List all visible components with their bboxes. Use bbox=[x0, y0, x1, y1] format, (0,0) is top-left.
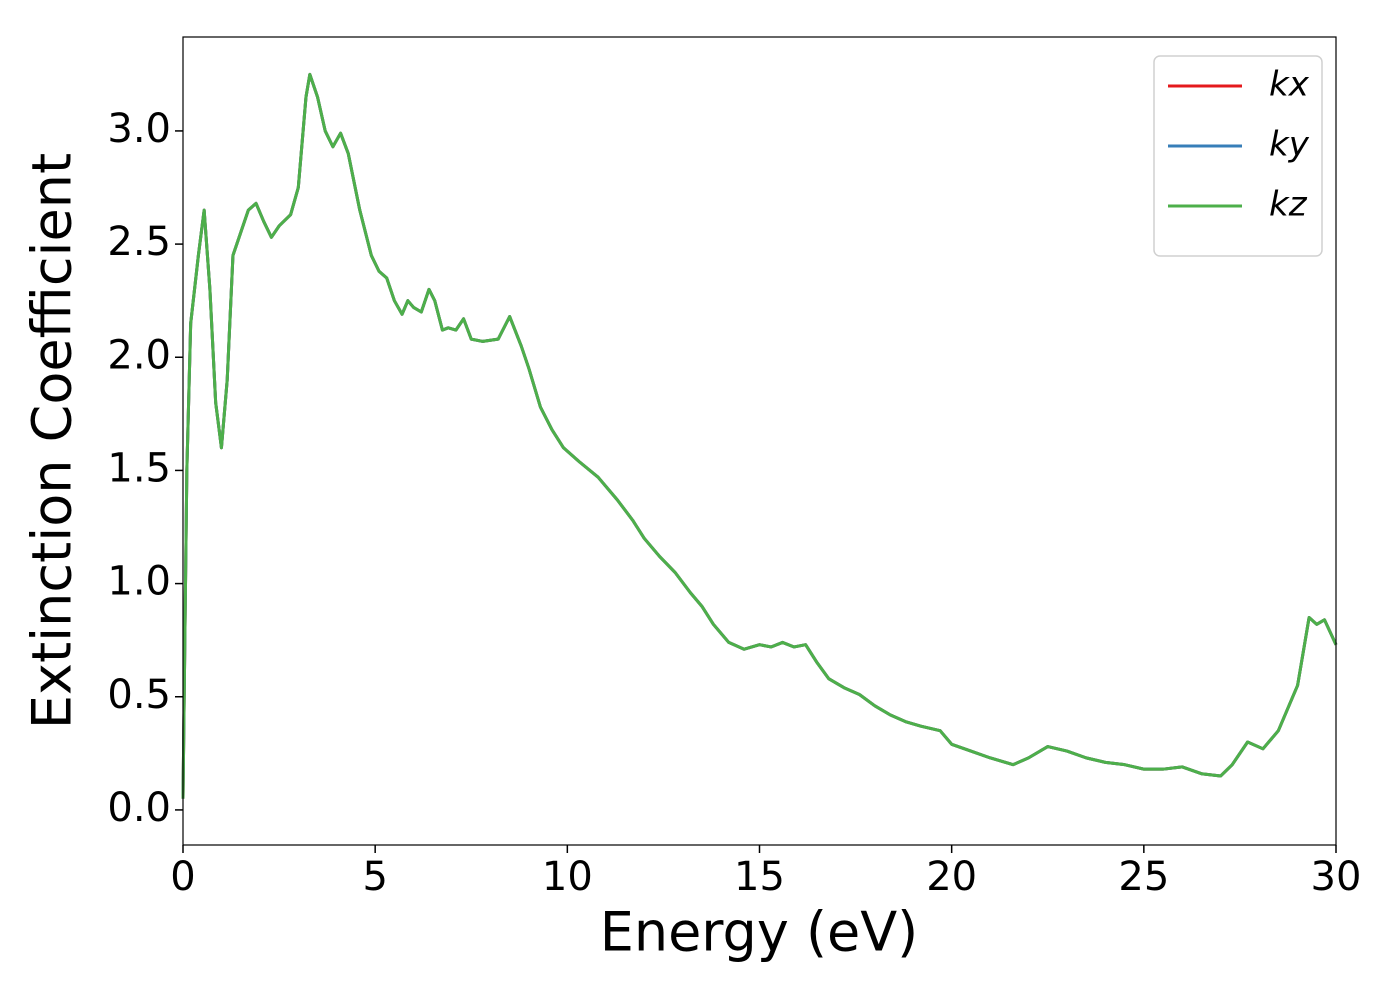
legend-label: kx bbox=[1269, 65, 1310, 105]
x-tick-label: 5 bbox=[362, 854, 387, 900]
legend-label: ky bbox=[1269, 125, 1310, 165]
x-tick-label: 25 bbox=[1118, 854, 1169, 900]
y-tick-label: 0.5 bbox=[107, 672, 171, 718]
line-series bbox=[181, 72, 1338, 799]
y-tick-label: 2.0 bbox=[107, 332, 171, 378]
y-tick-label: 0.0 bbox=[107, 785, 171, 831]
x-axis-label: Energy (eV) bbox=[600, 901, 919, 964]
x-tick-label: 30 bbox=[1311, 854, 1362, 900]
y-axis-label: Extinction Coefficient bbox=[21, 153, 84, 729]
x-tick-label: 0 bbox=[170, 854, 195, 900]
y-tick-label: 1.5 bbox=[107, 445, 171, 491]
y-tick-label: 3.0 bbox=[107, 106, 171, 152]
x-tick-label: 20 bbox=[926, 854, 977, 900]
x-tick-label: 10 bbox=[542, 854, 593, 900]
plot-frame bbox=[182, 36, 1337, 846]
y-tick-label: 2.5 bbox=[107, 219, 171, 265]
legend-label: kz bbox=[1269, 185, 1308, 225]
x-tick-label: 15 bbox=[734, 854, 785, 900]
y-tick-label: 1.0 bbox=[107, 559, 171, 605]
